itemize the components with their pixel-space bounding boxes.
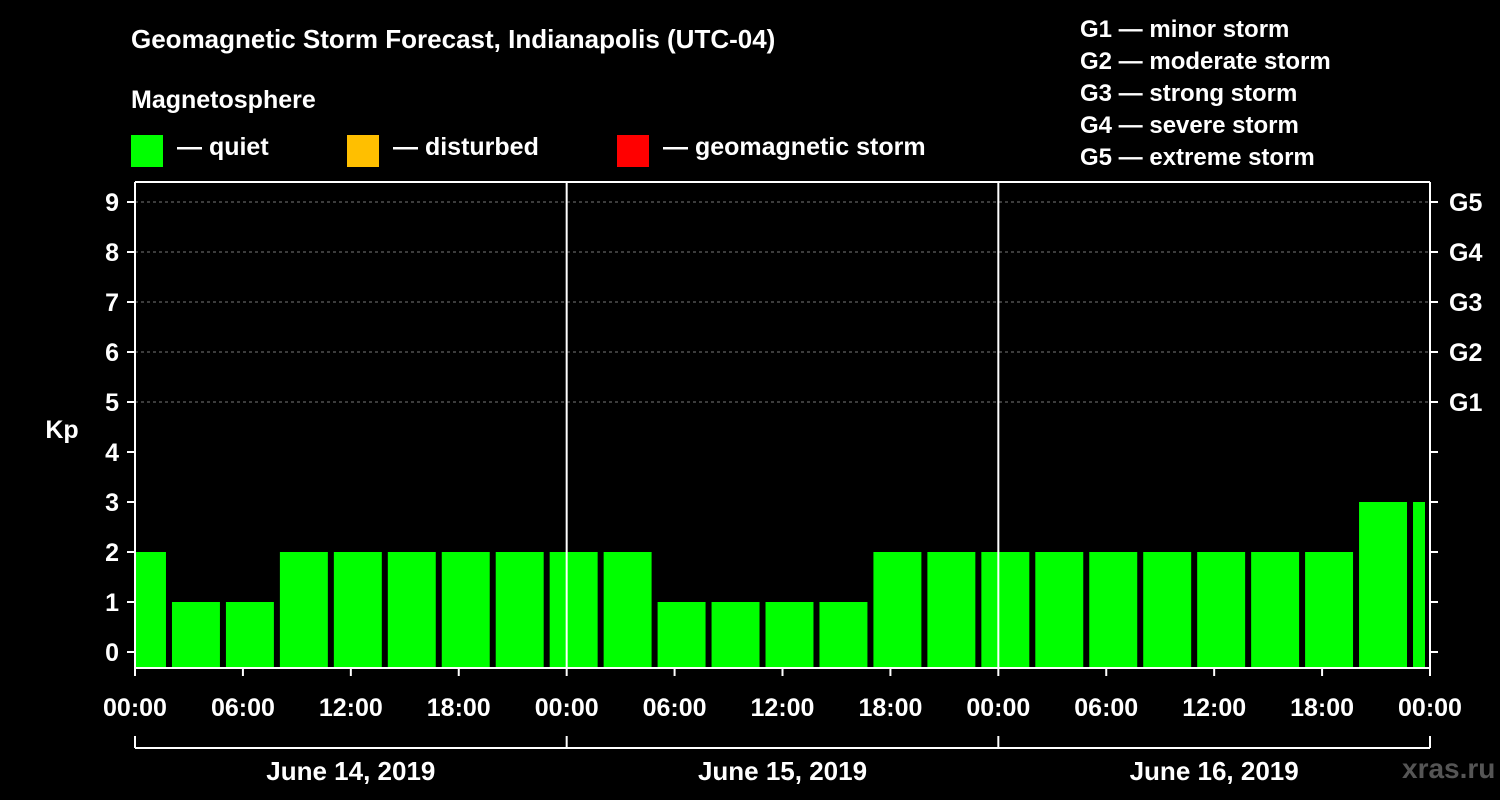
right-axis-label-g3: G3 bbox=[1449, 289, 1482, 317]
bar bbox=[1305, 552, 1354, 668]
bar bbox=[1359, 502, 1408, 668]
y-tick-label: 7 bbox=[105, 289, 119, 317]
x-tick-label: 00:00 bbox=[103, 694, 167, 722]
storm-level-g2: G2 — moderate storm bbox=[1080, 48, 1331, 75]
y-tick-label: 8 bbox=[105, 239, 119, 267]
x-tick-label: 00:00 bbox=[535, 694, 599, 722]
right-axis-label-g5: G5 bbox=[1449, 189, 1482, 217]
bar bbox=[549, 552, 598, 668]
bar bbox=[981, 552, 1030, 668]
storm-level-g1: G1 — minor storm bbox=[1080, 16, 1290, 43]
x-tick-label: 18:00 bbox=[427, 694, 491, 722]
x-tick-label: 06:00 bbox=[211, 694, 275, 722]
bar bbox=[171, 602, 220, 668]
bar bbox=[873, 552, 922, 668]
bar bbox=[1197, 552, 1246, 668]
x-tick-label: 00:00 bbox=[966, 694, 1030, 722]
bar bbox=[495, 552, 544, 668]
legend-label-disturbed: — disturbed bbox=[393, 133, 539, 161]
right-axis-label-g1: G1 bbox=[1449, 389, 1482, 417]
bar bbox=[711, 602, 760, 668]
y-tick-label: 4 bbox=[105, 439, 119, 467]
bar bbox=[225, 602, 274, 668]
bar bbox=[1143, 552, 1192, 668]
axis-labels: 0 1 2 3 4 5 6 7 8 9 G1 G2 G3 G4 G5 Kp 00:00 06:00 12:00 18:… bbox=[45, 189, 1482, 786]
bar bbox=[1413, 502, 1425, 668]
chart-title: Geomagnetic Storm Forecast, Indianapolis… bbox=[131, 24, 776, 54]
right-axis-label-g4: G4 bbox=[1449, 239, 1482, 267]
storm-level-g4: G4 — severe storm bbox=[1080, 112, 1299, 139]
axes bbox=[127, 181, 1438, 749]
bars bbox=[136, 502, 1425, 668]
y-tick-label: 5 bbox=[105, 389, 119, 417]
bar bbox=[765, 602, 814, 668]
legend-label-storm: — geomagnetic storm bbox=[663, 133, 926, 161]
y-tick-label: 9 bbox=[105, 189, 119, 217]
storm-level-g5: G5 — extreme storm bbox=[1080, 144, 1315, 171]
bar bbox=[136, 552, 166, 668]
bar bbox=[1251, 552, 1300, 668]
y-axis-label: Kp bbox=[45, 416, 78, 444]
right-axis-label-g2: G2 bbox=[1449, 339, 1482, 367]
bar bbox=[1035, 552, 1084, 668]
x-tick-label: 06:00 bbox=[643, 694, 707, 722]
bar bbox=[1089, 552, 1138, 668]
x-tick-label: 12:00 bbox=[751, 694, 815, 722]
x-tick-label: 18:00 bbox=[1290, 694, 1354, 722]
x-tick-label: 12:00 bbox=[1182, 694, 1246, 722]
y-tick-label: 6 bbox=[105, 339, 119, 367]
bar bbox=[819, 602, 868, 668]
y-tick-label: 0 bbox=[105, 639, 119, 667]
x-tick-label: 06:00 bbox=[1074, 694, 1138, 722]
x-tick-label: 00:00 bbox=[1398, 694, 1462, 722]
bar bbox=[387, 552, 436, 668]
x-tick-label: 18:00 bbox=[858, 694, 922, 722]
day-label: June 16, 2019 bbox=[1130, 756, 1299, 786]
bar bbox=[441, 552, 490, 668]
y-tick-label: 1 bbox=[105, 589, 119, 617]
legend-swatch-storm bbox=[617, 135, 649, 167]
legend-label-quiet: — quiet bbox=[177, 133, 269, 161]
legend-swatch-disturbed bbox=[347, 135, 379, 167]
y-tick-label: 3 bbox=[105, 489, 119, 517]
bar bbox=[657, 602, 706, 668]
day-label: June 14, 2019 bbox=[266, 756, 435, 786]
y-tick-label: 2 bbox=[105, 539, 119, 567]
storm-level-g3: G3 — strong storm bbox=[1080, 80, 1298, 107]
day-label: June 15, 2019 bbox=[698, 756, 867, 786]
bar bbox=[927, 552, 976, 668]
bar bbox=[333, 552, 382, 668]
bar bbox=[279, 552, 328, 668]
chart-subtitle: Magnetosphere bbox=[131, 86, 316, 114]
legend-swatch-quiet bbox=[131, 135, 163, 167]
x-tick-label: 12:00 bbox=[319, 694, 383, 722]
grid-lines bbox=[135, 201, 1430, 403]
bar bbox=[603, 552, 652, 668]
watermark: xras.ru bbox=[1402, 753, 1496, 784]
